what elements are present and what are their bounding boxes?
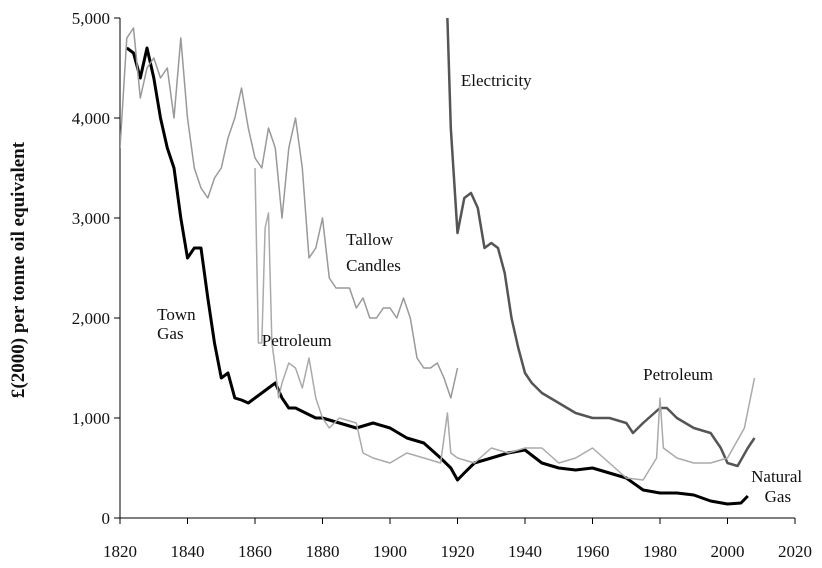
annotation-label: Tallow — [346, 230, 394, 249]
y-tick-label: 2,000 — [72, 309, 110, 328]
series-layer — [120, 17, 756, 506]
x-tick-label: 1980 — [643, 542, 677, 561]
x-tick-label: 2020 — [778, 542, 812, 561]
x-tick-label: 1920 — [441, 542, 475, 561]
x-tick-label: 1960 — [576, 542, 610, 561]
series-line-0 — [125, 46, 749, 506]
x-tick-label: 1940 — [508, 542, 542, 561]
x-tick-label: 1880 — [306, 542, 340, 561]
annotation-label: Natural — [751, 467, 802, 486]
axes: 0 1,000 2,000 3,000 4,000 5,000 1820 1840 1860 18… — [72, 9, 812, 561]
y-tick-label: 5,000 — [72, 9, 110, 28]
annotation-label: Petroleum — [262, 331, 332, 350]
y-axis-title: £(2000) per tonne oil equivalent — [8, 141, 29, 398]
annotation-label: Electricity — [461, 71, 532, 90]
x-tick-label: 1860 — [238, 542, 272, 561]
series-line-1 — [446, 17, 756, 468]
annotation-label: Gas — [157, 324, 183, 343]
annotation-label: Gas — [765, 487, 791, 506]
x-tick-label: 1820 — [103, 542, 137, 561]
annotation-label: Town — [157, 305, 196, 324]
y-tick-label: 0 — [102, 509, 111, 528]
x-tick-label: 1840 — [171, 542, 205, 561]
annotation-label: Petroleum — [643, 365, 713, 384]
x-tick-label: 1900 — [373, 542, 407, 561]
series-line-3 — [254, 167, 756, 481]
annotation-label: Candles — [346, 256, 401, 275]
y-tick-label: 3,000 — [72, 209, 110, 228]
series-line-2 — [120, 27, 459, 399]
y-tick-label: 4,000 — [72, 109, 110, 128]
y-tick-label: 1,000 — [72, 409, 110, 428]
x-tick-label: 2000 — [711, 542, 745, 561]
